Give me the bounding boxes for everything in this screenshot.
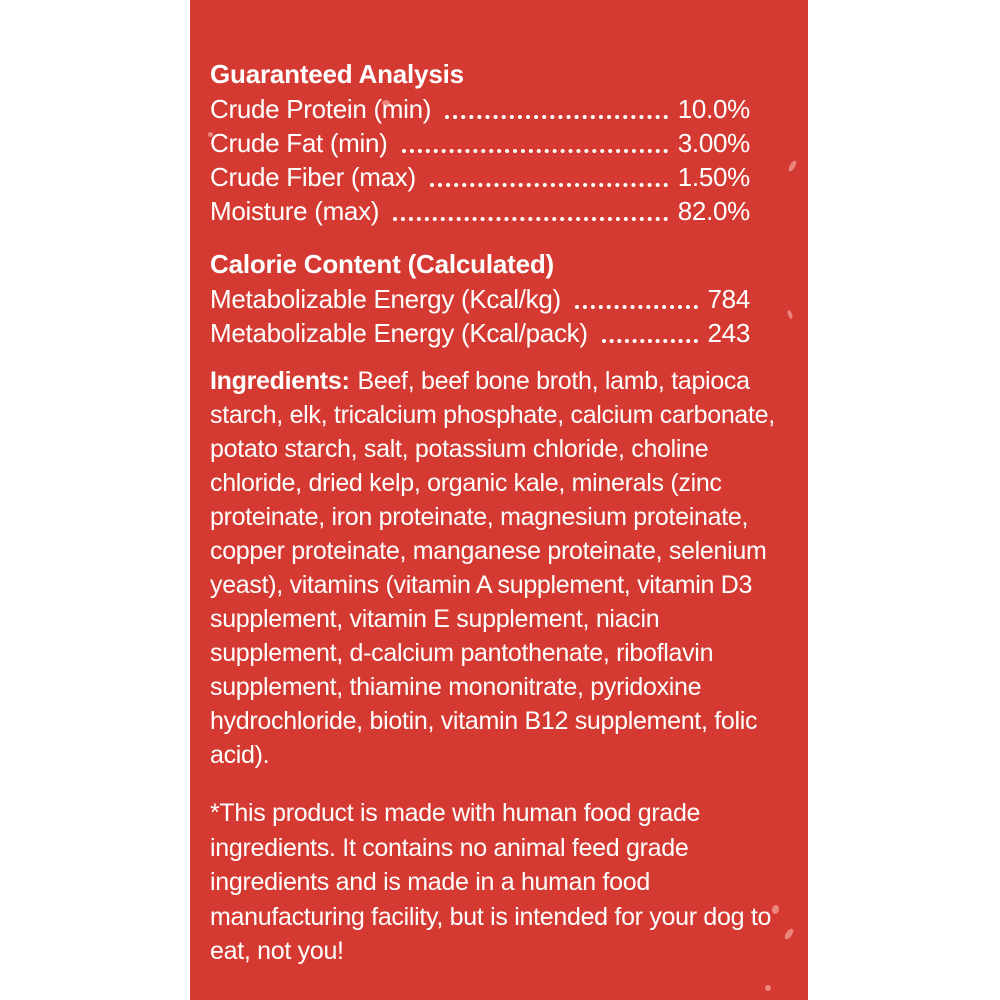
dot-leader <box>601 339 698 343</box>
dot-leader <box>429 183 668 187</box>
guaranteed-analysis-section: Guaranteed Analysis Crude Protein (min) … <box>210 56 808 228</box>
row-value: 82.0% <box>677 196 751 226</box>
label-panel: Guaranteed Analysis Crude Protein (min) … <box>190 0 808 1000</box>
row-label: Crude Fiber (max) <box>210 162 416 192</box>
row-label: Crude Protein (min) <box>210 94 432 124</box>
guaranteed-analysis-heading: Guaranteed Analysis <box>210 59 464 89</box>
ingredients-section: Ingredients: Beef, beef bone broth, lamb,… <box>210 364 798 772</box>
row-value: 784 <box>707 284 751 314</box>
row-value: 243 <box>707 318 751 348</box>
analysis-row: Crude Fiber (max) 1.50% <box>210 160 750 194</box>
calorie-content-section: Calorie Content (Calculated) Metabolizab… <box>210 246 808 350</box>
calorie-content-rows: Metabolizable Energy (Kcal/kg) 784 Metab… <box>210 282 750 350</box>
row-label: Moisture (max) <box>210 196 380 226</box>
ingredients-heading: Ingredients: <box>210 367 350 395</box>
row-value: 1.50% <box>677 162 751 192</box>
ingredients-text: Beef, beef bone broth, lamb, tapioca sta… <box>210 367 775 769</box>
row-value: 3.00% <box>677 128 751 158</box>
row-value: 10.0% <box>677 94 751 124</box>
row-label: Metabolizable Energy (Kcal/kg) <box>210 284 561 314</box>
disclaimer-text: *This product is made with human food gr… <box>210 799 772 965</box>
dot-leader <box>401 149 668 153</box>
calorie-content-heading: Calorie Content (Calculated) <box>210 249 554 279</box>
dot-leader <box>445 115 668 119</box>
dot-leader <box>574 305 698 309</box>
calorie-row: Metabolizable Energy (Kcal/pack) 243 <box>210 316 750 350</box>
row-label: Crude Fat (min) <box>210 128 388 158</box>
analysis-row: Moisture (max) 82.0% <box>210 194 750 228</box>
guaranteed-analysis-rows: Crude Protein (min) 10.0% Crude Fat (min… <box>210 92 750 228</box>
texture-speck <box>765 985 771 991</box>
disclaimer-section: *This product is made with human food gr… <box>210 796 798 969</box>
analysis-row: Crude Fat (min) 3.00% <box>210 126 750 160</box>
dot-leader <box>393 217 668 221</box>
texture-speck <box>208 132 213 137</box>
texture-speck <box>382 100 390 106</box>
row-label: Metabolizable Energy (Kcal/pack) <box>210 318 588 348</box>
analysis-row: Crude Protein (min) 10.0% <box>210 92 750 126</box>
calorie-row: Metabolizable Energy (Kcal/kg) 784 <box>210 282 750 316</box>
